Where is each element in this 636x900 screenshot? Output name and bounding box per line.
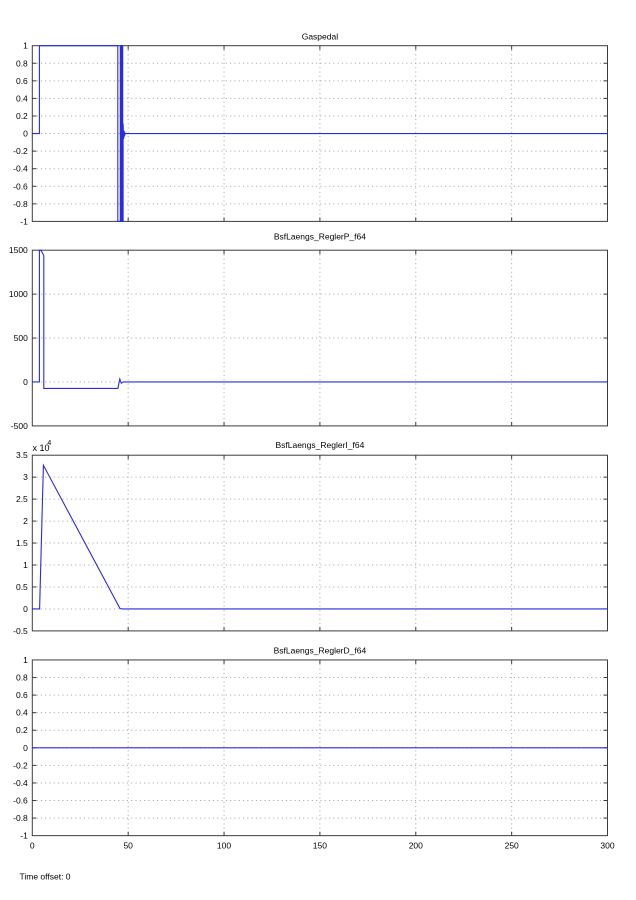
svg-text:-0.6: -0.6 bbox=[13, 796, 28, 806]
svg-text:50: 50 bbox=[123, 840, 133, 850]
svg-text:1: 1 bbox=[23, 655, 28, 665]
svg-text:0.4: 0.4 bbox=[16, 93, 28, 103]
svg-text:x 10: x 10 bbox=[33, 443, 50, 453]
svg-text:250: 250 bbox=[505, 840, 519, 850]
svg-text:2.5: 2.5 bbox=[16, 494, 28, 504]
svg-text:0: 0 bbox=[23, 743, 28, 753]
svg-text:3.5: 3.5 bbox=[16, 450, 28, 460]
svg-text:1: 1 bbox=[23, 560, 28, 570]
svg-text:-1: -1 bbox=[20, 216, 28, 226]
svg-text:0.4: 0.4 bbox=[16, 708, 28, 718]
svg-text:1: 1 bbox=[23, 41, 28, 51]
svg-text:0.6: 0.6 bbox=[16, 76, 28, 86]
svg-text:-0.5: -0.5 bbox=[13, 626, 28, 636]
svg-text:100: 100 bbox=[217, 840, 231, 850]
svg-text:500: 500 bbox=[14, 333, 28, 343]
svg-text:Gaspedal: Gaspedal bbox=[302, 32, 338, 42]
svg-text:-0.8: -0.8 bbox=[13, 813, 28, 823]
svg-text:0: 0 bbox=[23, 604, 28, 614]
svg-text:300: 300 bbox=[600, 840, 614, 850]
svg-text:0: 0 bbox=[23, 377, 28, 387]
svg-text:BsfLaengs_ReglerI_f64: BsfLaengs_ReglerI_f64 bbox=[275, 440, 364, 450]
svg-text:0.8: 0.8 bbox=[16, 58, 28, 68]
svg-text:1.5: 1.5 bbox=[16, 538, 28, 548]
svg-text:0: 0 bbox=[30, 840, 35, 850]
svg-text:0.2: 0.2 bbox=[16, 111, 28, 121]
svg-text:Time offset: 0: Time offset: 0 bbox=[20, 872, 71, 882]
svg-text:BsfLaengs_ReglerP_f64: BsfLaengs_ReglerP_f64 bbox=[274, 232, 366, 242]
svg-text:-0.2: -0.2 bbox=[13, 760, 28, 770]
svg-text:-0.6: -0.6 bbox=[13, 181, 28, 191]
svg-text:0.8: 0.8 bbox=[16, 673, 28, 683]
svg-text:150: 150 bbox=[313, 840, 327, 850]
svg-text:0.5: 0.5 bbox=[16, 582, 28, 592]
svg-text:-500: -500 bbox=[11, 421, 28, 431]
svg-text:-0.2: -0.2 bbox=[13, 146, 28, 156]
svg-text:3: 3 bbox=[23, 472, 28, 482]
svg-text:-0.4: -0.4 bbox=[13, 164, 28, 174]
svg-text:-0.4: -0.4 bbox=[13, 778, 28, 788]
svg-text:BsfLaengs_ReglerD_f64: BsfLaengs_ReglerD_f64 bbox=[274, 646, 367, 656]
svg-text:-1: -1 bbox=[20, 831, 28, 841]
svg-text:2: 2 bbox=[23, 516, 28, 526]
svg-text:1500: 1500 bbox=[9, 245, 28, 255]
svg-text:4: 4 bbox=[47, 440, 51, 447]
svg-text:0.2: 0.2 bbox=[16, 725, 28, 735]
svg-text:0: 0 bbox=[23, 129, 28, 139]
svg-text:-0.8: -0.8 bbox=[13, 199, 28, 209]
svg-text:200: 200 bbox=[409, 840, 423, 850]
svg-text:0.6: 0.6 bbox=[16, 690, 28, 700]
svg-text:1000: 1000 bbox=[9, 289, 28, 299]
